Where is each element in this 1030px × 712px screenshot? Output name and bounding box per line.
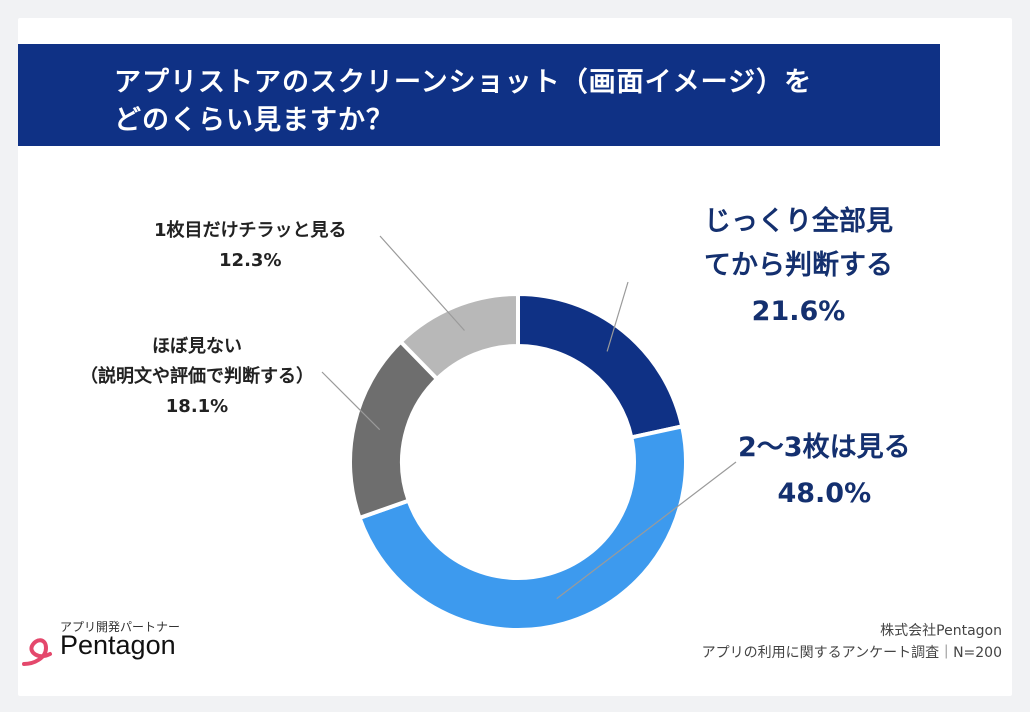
slice-value-two-three: 48.0% (777, 478, 872, 509)
chart-title: アプリストアのスクリーンショット（画面イメージ）を どのくらい見ますか？ (114, 64, 812, 140)
leader-line-slice-rarely (321, 371, 381, 431)
slice-label-read-all: じっくり全部見 てから判断する 21.6% (704, 200, 893, 334)
slice-label-read-all-line-1: じっくり全部見 (704, 206, 893, 237)
leader-line-slice-read-all (606, 281, 629, 352)
slice-first-only (397, 291, 520, 382)
logo-name: Pentagon (60, 630, 176, 660)
slice-label-first-only: 1枚目だけチラッと見る 12.3% (154, 216, 347, 276)
slice-label-two-three-line-1: 2〜3枚は見る (738, 432, 911, 463)
leader-line-slice-two-three (556, 461, 737, 600)
slice-label-first-only-line-1: 1枚目だけチラッと見る (154, 220, 347, 241)
slice-value-rarely: 18.1% (165, 396, 229, 417)
pentagon-logo-mark-icon (22, 638, 52, 666)
title-bar: アプリストアのスクリーンショット（画面イメージ）を どのくらい見ますか？ (18, 44, 940, 146)
slice-read-all (516, 291, 685, 440)
chart-title-line-2: どのくらい見ますか？ (114, 105, 394, 136)
slice-label-read-all-line-2: てから判断する (704, 250, 893, 281)
slice-two-three (357, 424, 688, 632)
slice-label-rarely: ほぼ見ない （説明文や評価で判断する） 18.1% (80, 332, 314, 422)
slice-label-two-three: 2〜3枚は見る 48.0% (738, 426, 911, 516)
slice-value-first-only: 12.3% (219, 250, 282, 271)
slice-label-rarely-line-1: ほぼ見ない (152, 336, 242, 357)
slice-label-rarely-line-2: （説明文や評価で判断する） (80, 366, 314, 387)
source-note: 株式会社Pentagon アプリの利用に関するアンケート調査｜N=200 (702, 620, 1002, 664)
source-company: 株式会社Pentagon (880, 623, 1002, 639)
source-survey: アプリの利用に関するアンケート調査｜N=200 (701, 645, 1002, 661)
chart-title-line-1: アプリストアのスクリーンショット（画面イメージ）を (114, 67, 813, 98)
slice-value-read-all: 21.6% (751, 296, 846, 327)
logo-tagline: アプリ開発パートナー (60, 620, 181, 634)
leader-line-slice-first-only (379, 235, 465, 331)
